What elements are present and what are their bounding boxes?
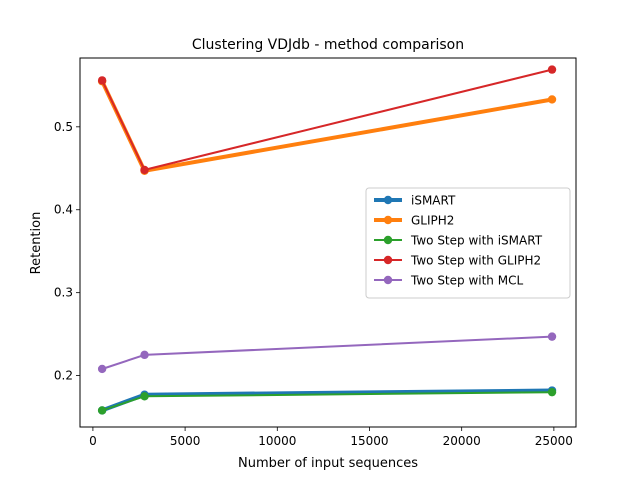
legend-label: iSMART [411, 194, 456, 208]
legend-label: GLIPH2 [411, 214, 454, 228]
y-tick-label: 0.3 [54, 286, 73, 300]
x-tick-label: 25000 [535, 434, 573, 448]
legend-item: GLIPH2 [374, 214, 454, 228]
x-axis: 0 5000 10000 15000 20000 25000 [89, 427, 573, 448]
data-point [547, 95, 557, 104]
legend-label: Two Step with MCL [410, 274, 523, 288]
legend-marker [383, 235, 393, 245]
legend-item: Two Step with GLIPH2 [374, 254, 541, 268]
data-point [140, 165, 149, 175]
series-two-step-with-ismart [97, 387, 557, 415]
y-tick-label: 0.5 [54, 120, 73, 134]
legend-item: iSMART [374, 194, 456, 208]
data-point [97, 76, 107, 85]
legend-label: Two Step with GLIPH2 [410, 254, 541, 268]
legend-marker [383, 195, 393, 205]
data-point [140, 350, 149, 360]
data-point [547, 65, 557, 74]
y-tick-label: 0.2 [54, 369, 73, 383]
x-tick-label: 10000 [258, 434, 296, 448]
legend: iSMART GLIPH2 Two Step with iSMART Two Step… [365, 187, 571, 299]
legend-marker [383, 275, 393, 285]
x-tick-label: 20000 [443, 434, 481, 448]
legend-label: Two Step with iSMART [410, 234, 543, 248]
x-tick-label: 0 [89, 434, 97, 448]
chart-title: Clustering VDJdb - method comparison [192, 37, 464, 53]
legend-marker [383, 255, 393, 265]
x-tick-label: 5000 [170, 434, 201, 448]
legend-item: Two Step with iSMART [374, 234, 543, 248]
legend-item: Two Step with MCL [374, 274, 523, 288]
plot-area [79, 57, 577, 428]
series-two-step-with-gliph2 [97, 65, 557, 175]
y-tick-label: 0.4 [54, 203, 73, 217]
data-point [97, 406, 107, 415]
data-point [140, 392, 149, 401]
legend-marker [383, 215, 393, 225]
legend-box [365, 187, 571, 299]
data-point [97, 364, 107, 374]
x-tick-label: 15000 [350, 434, 388, 448]
series-two-step-with-mcl [97, 332, 557, 374]
y-axis: 0.2 0.3 0.4 0.5 [54, 120, 80, 383]
data-point [547, 387, 557, 397]
x-axis-label: Number of input sequences [238, 456, 418, 471]
y-axis-label: Retention [29, 212, 44, 275]
series-layer [97, 65, 557, 415]
data-point [547, 332, 557, 341]
